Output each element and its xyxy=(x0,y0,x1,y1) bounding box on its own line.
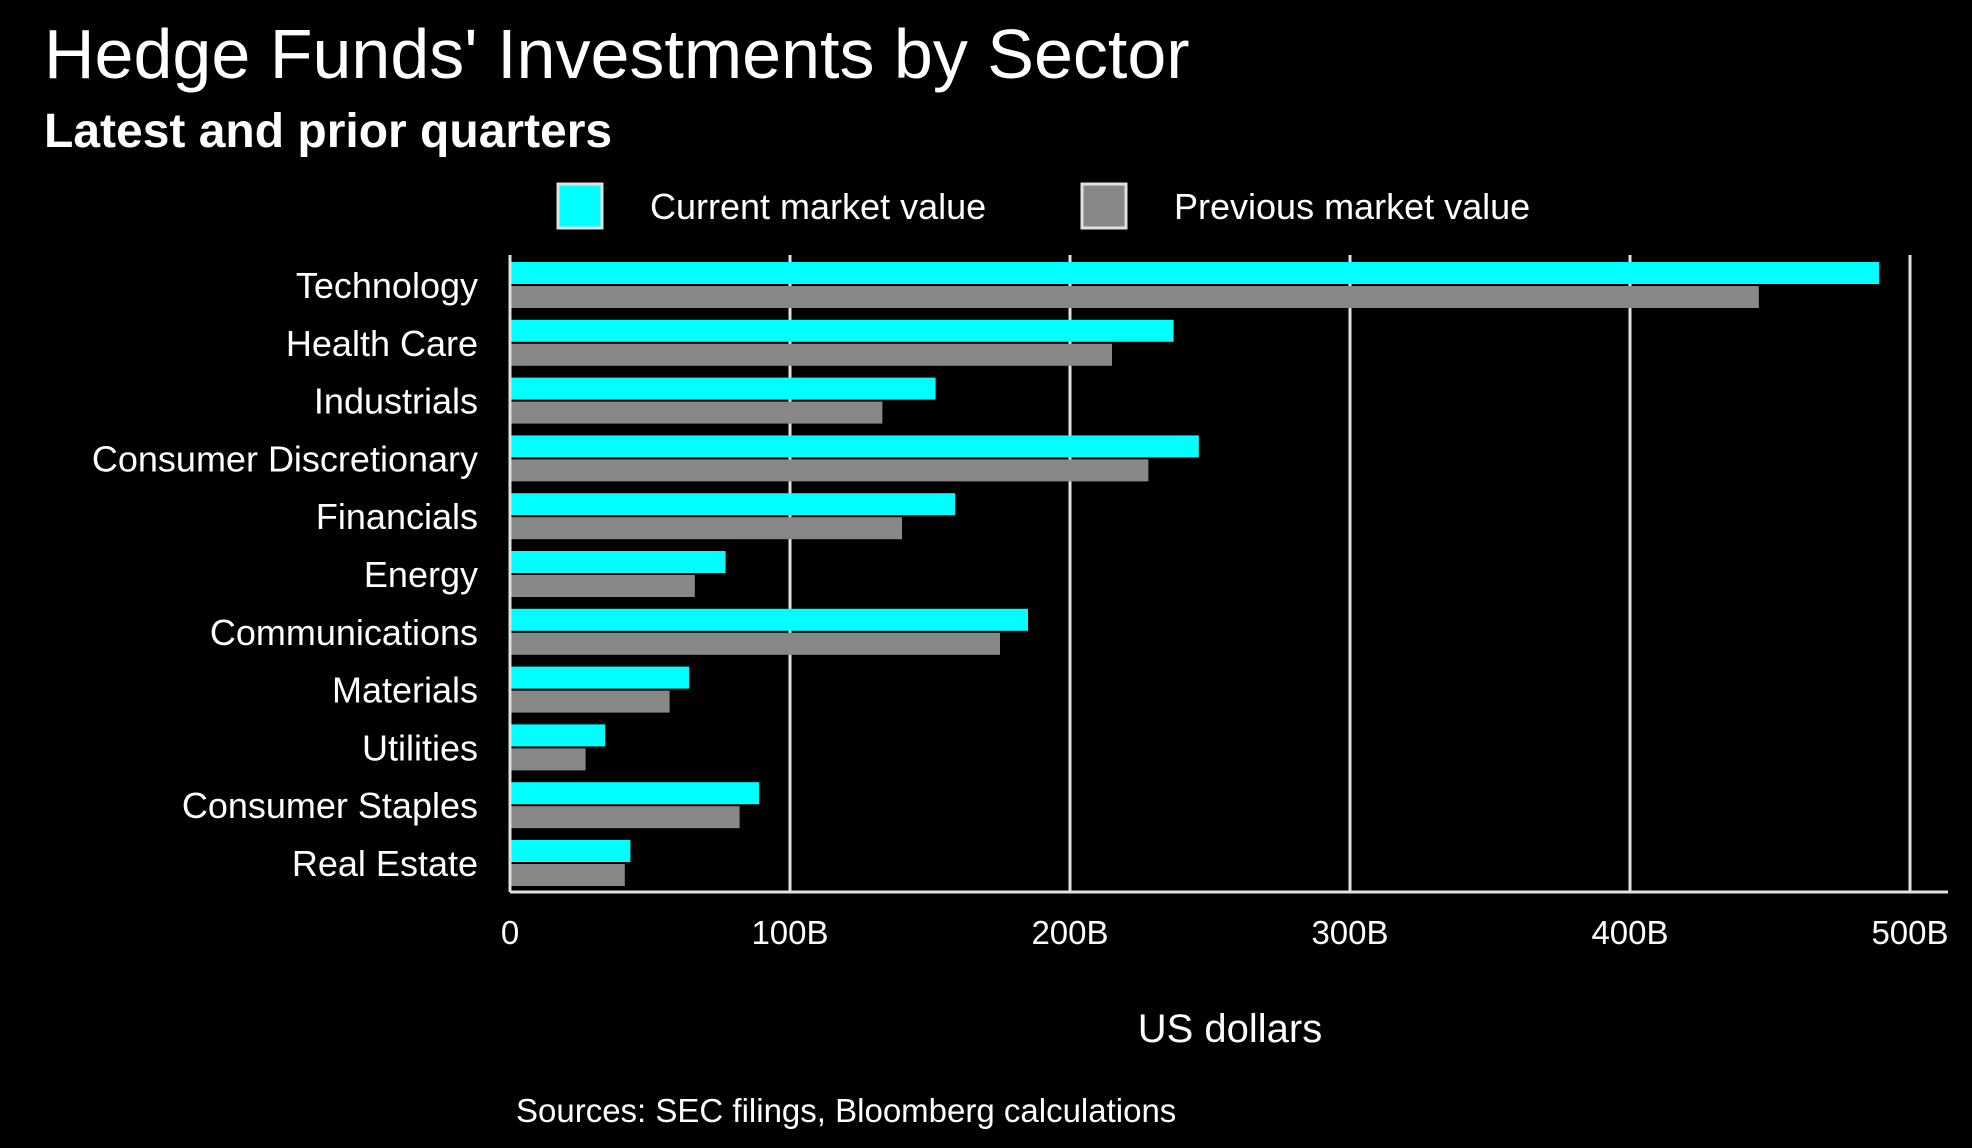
y-axis-labels: Technology Health Care Industrials Consumer… xyxy=(92,265,478,884)
bar-current-materials xyxy=(510,666,690,689)
x-tick-label-4: 400B xyxy=(1591,914,1668,951)
legend: Current market value Previous market valu… xyxy=(556,182,1530,230)
bar-current-industrials xyxy=(510,377,936,400)
category-label-communications: Communications xyxy=(210,612,478,653)
bar-current-consumer-staples xyxy=(510,782,760,805)
category-label-technology: Technology xyxy=(296,265,478,306)
x-axis-labels: 0 100B 200B 300B 400B 500B xyxy=(501,914,1949,951)
bar-previous-consumer-discretionary xyxy=(510,459,1149,482)
x-tick-label-0: 0 xyxy=(501,914,519,951)
bar-current-energy xyxy=(510,551,726,573)
chart-title: Hedge Funds' Investments by Sector xyxy=(44,15,1190,93)
bar-previous-financials xyxy=(510,517,902,540)
x-tick-label-5: 500B xyxy=(1871,914,1948,951)
bar-previous-utilities xyxy=(510,748,586,771)
axes xyxy=(508,255,1948,894)
bar-current-health-care xyxy=(510,319,1174,342)
x-tick-label-2: 200B xyxy=(1031,914,1108,951)
bar-current-financials xyxy=(510,493,956,516)
bars xyxy=(510,262,1880,886)
legend-swatch-current xyxy=(556,182,604,230)
category-label-energy: Energy xyxy=(364,554,478,595)
bar-current-technology xyxy=(510,262,1880,284)
legend-label-current: Current market value xyxy=(650,186,986,227)
bar-previous-health-care xyxy=(510,343,1112,366)
bar-previous-communications xyxy=(510,632,1000,655)
bar-current-utilities xyxy=(510,724,606,747)
category-label-materials: Materials xyxy=(332,670,478,711)
bar-current-consumer-discretionary xyxy=(510,435,1199,458)
bar-previous-technology xyxy=(510,286,1759,308)
bar-previous-materials xyxy=(510,690,670,713)
bar-previous-real-estate xyxy=(510,864,625,886)
legend-label-previous: Previous market value xyxy=(1174,186,1530,227)
category-label-industrials: Industrials xyxy=(314,381,478,422)
x-tick-label-1: 100B xyxy=(751,914,828,951)
category-label-financials: Financials xyxy=(316,496,478,537)
source-note: Sources: SEC filings, Bloomberg calculat… xyxy=(516,1092,1177,1129)
bar-current-real-estate xyxy=(510,840,631,862)
category-label-health-care: Health Care xyxy=(286,323,478,364)
bar-previous-consumer-staples xyxy=(510,806,740,829)
category-label-real-estate: Real Estate xyxy=(292,843,478,884)
chart-subtitle: Latest and prior quarters xyxy=(44,105,613,158)
category-label-utilities: Utilities xyxy=(362,727,478,768)
bar-current-communications xyxy=(510,608,1028,631)
bar-previous-energy xyxy=(510,575,695,597)
category-label-consumer-staples: Consumer Staples xyxy=(182,785,478,826)
bar-previous-industrials xyxy=(510,401,883,424)
x-tick-label-3: 300B xyxy=(1311,914,1388,951)
category-label-consumer-discretionary: Consumer Discretionary xyxy=(92,438,478,479)
legend-swatch-previous xyxy=(1080,182,1128,230)
x-axis-title: US dollars xyxy=(1138,1007,1323,1051)
